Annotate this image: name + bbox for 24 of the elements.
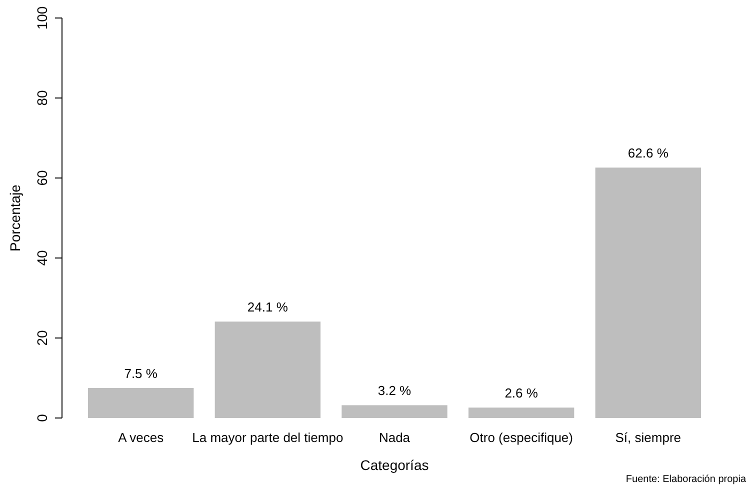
x-tick-label: Nada [378,430,411,445]
x-tick-label: Otro (especifique) [470,430,573,445]
y-axis-title: Porcentaje [7,184,23,252]
x-tick-label: A veces [118,430,164,445]
bar [595,168,701,418]
data-label: 62.6 % [628,146,669,161]
bar [214,322,321,418]
bar [468,408,574,418]
source-note: Fuente: Elaboración propia [626,474,746,485]
y-tick-label: 40 [34,250,50,266]
x-tick-label: La mayor parte del tiempo [192,430,344,445]
data-label: 24.1 % [247,300,288,315]
y-tick-label: 80 [34,90,50,106]
bar [88,388,194,418]
y-tick-label: 60 [34,170,50,186]
data-label: 3.2 % [378,383,412,398]
y-tick-label: 100 [34,6,50,30]
data-label: 7.5 % [124,366,158,381]
data-label: 2.6 % [504,386,538,401]
x-axis-title: Categorías [360,457,429,473]
y-tick-label: 20 [34,330,50,346]
y-tick-label: 0 [34,414,50,422]
bar [342,405,448,418]
x-tick-label: Sí, siempre [615,430,682,445]
